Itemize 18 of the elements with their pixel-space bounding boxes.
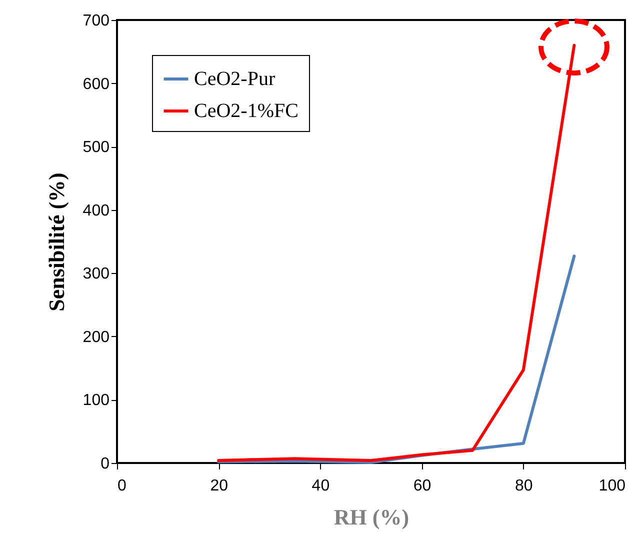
x-tick-label: 0 <box>118 478 126 494</box>
y-tick-label: 0 <box>100 456 110 472</box>
y-tick-label: 400 <box>82 202 110 220</box>
y-tick-label: 200 <box>82 328 110 346</box>
x-axis-title: RH (%) <box>334 504 410 530</box>
y-tick-label: 600 <box>82 76 110 93</box>
x-tick-label: 80 <box>515 478 533 494</box>
y-tick-label: 300 <box>82 266 110 283</box>
y-axis-title: Sensibilité (%) <box>44 172 69 312</box>
legend-label: CeO2-Pur <box>194 68 276 90</box>
legend-label: CeO2-1%FC <box>194 100 298 122</box>
x-tick-label: 40 <box>312 478 330 494</box>
y-tick-label: 100 <box>82 392 110 410</box>
y-tick-label: 700 <box>82 12 110 30</box>
x-tick-label: 20 <box>210 478 228 494</box>
x-tick-label: 60 <box>413 478 432 494</box>
y-tick-label: 500 <box>82 139 110 156</box>
x-tick-label: 100 <box>598 478 626 494</box>
